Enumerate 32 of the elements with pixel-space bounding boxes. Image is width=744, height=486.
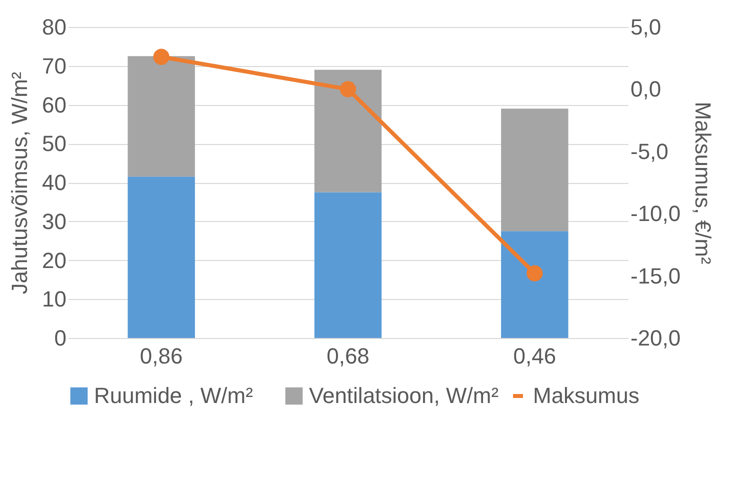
x-tick-label: 0,86: [140, 344, 183, 368]
bar: [501, 231, 568, 338]
y2-axis-title: Maksumus, €/m²: [690, 102, 716, 264]
y2-tick-label: -10,0: [630, 201, 681, 226]
point: [153, 48, 170, 65]
y-tick-label: 10: [42, 286, 66, 312]
y-tick-label: 20: [42, 248, 66, 273]
y-tick-label: 80: [42, 14, 66, 40]
y2-tick-label: -15,0: [630, 263, 681, 288]
bar: [314, 192, 382, 338]
x-tick-label: 0,46: [513, 344, 556, 368]
y-tick-label: 0: [54, 326, 66, 350]
x-tick-label: 0,68: [326, 344, 370, 368]
y-tick-label: 30: [42, 208, 66, 234]
y-tick-label: 40: [42, 170, 66, 195]
y-axis-title: Jahutusvõimsus, W/m²: [7, 72, 32, 294]
point: [340, 81, 356, 98]
y2-tick-label: -5,0: [630, 138, 668, 164]
bar: [501, 108, 568, 232]
legend-label: Maksumus: [533, 383, 640, 408]
y2-tick-label: 0,0: [630, 76, 662, 102]
y2-tick-label: 5,0: [630, 14, 662, 40]
y-tick-label: 60: [42, 92, 66, 118]
bar: [128, 176, 195, 338]
bar: [128, 56, 195, 177]
y-tick-label: 70: [42, 53, 66, 78]
legend-label: Ruumide , W/m²: [94, 383, 253, 408]
bar: [314, 70, 382, 192]
point: [526, 265, 543, 282]
y2-tick-label: -20,0: [630, 326, 681, 350]
y-tick-label: 50: [42, 131, 66, 156]
legend-label: Ventilatsioon, W/m²: [309, 383, 499, 408]
